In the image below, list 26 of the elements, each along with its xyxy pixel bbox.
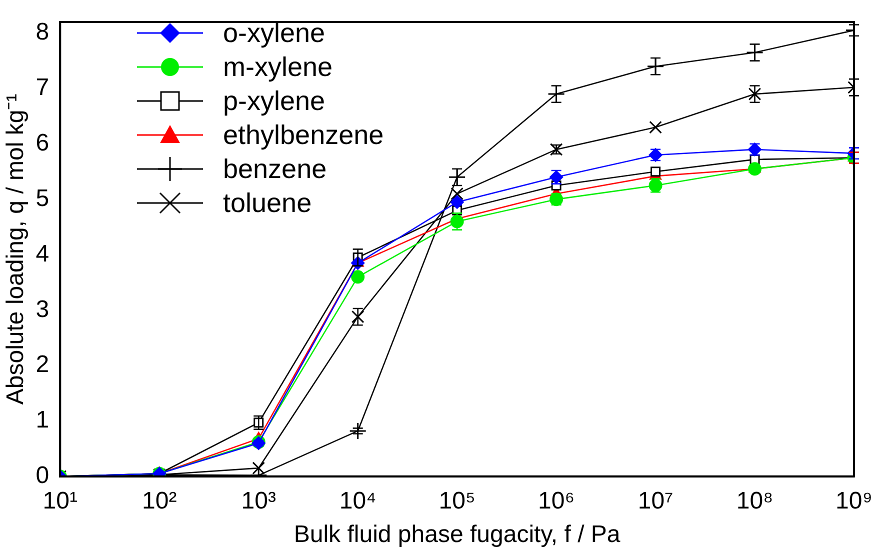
- x-tick-label: 10¹: [42, 487, 78, 514]
- y-tick-label: 5: [36, 184, 50, 212]
- legend-label: benzene: [223, 153, 327, 186]
- x-tick-label: 10⁵: [438, 487, 476, 514]
- legend-label: toluene: [223, 187, 312, 220]
- x-axis-title: Bulk fluid phase fugacity, f / Pa: [294, 521, 621, 548]
- y-axis-title: Absolute loading, q / mol kg⁻¹: [2, 94, 30, 405]
- legend-label: m-xylene: [223, 51, 333, 84]
- y-tick-label: 2: [36, 351, 50, 378]
- legend-label: p-xylene: [223, 85, 326, 118]
- x-tick-label: 10⁶: [538, 487, 575, 514]
- x-tick-label: 10⁸: [736, 487, 774, 514]
- x-tick-label: 10³: [241, 487, 276, 514]
- y-tick-label: 7: [36, 74, 50, 102]
- x-tick-label: 10⁹: [836, 487, 872, 514]
- y-tick-label: 4: [36, 240, 50, 268]
- y-tick-label: 1: [36, 406, 50, 434]
- x-tick-label: 10²: [142, 487, 177, 514]
- y-tick-label: 8: [36, 18, 50, 46]
- legend-label: o-xylene: [223, 17, 326, 50]
- y-tick-label: 0: [36, 462, 50, 490]
- legend-label: ethylbenzene: [223, 119, 384, 152]
- x-tick-label: 10⁷: [638, 487, 674, 514]
- y-tick-label: 6: [36, 130, 50, 157]
- y-tick-label: 3: [36, 296, 50, 323]
- x-tick-label: 10⁴: [339, 487, 376, 514]
